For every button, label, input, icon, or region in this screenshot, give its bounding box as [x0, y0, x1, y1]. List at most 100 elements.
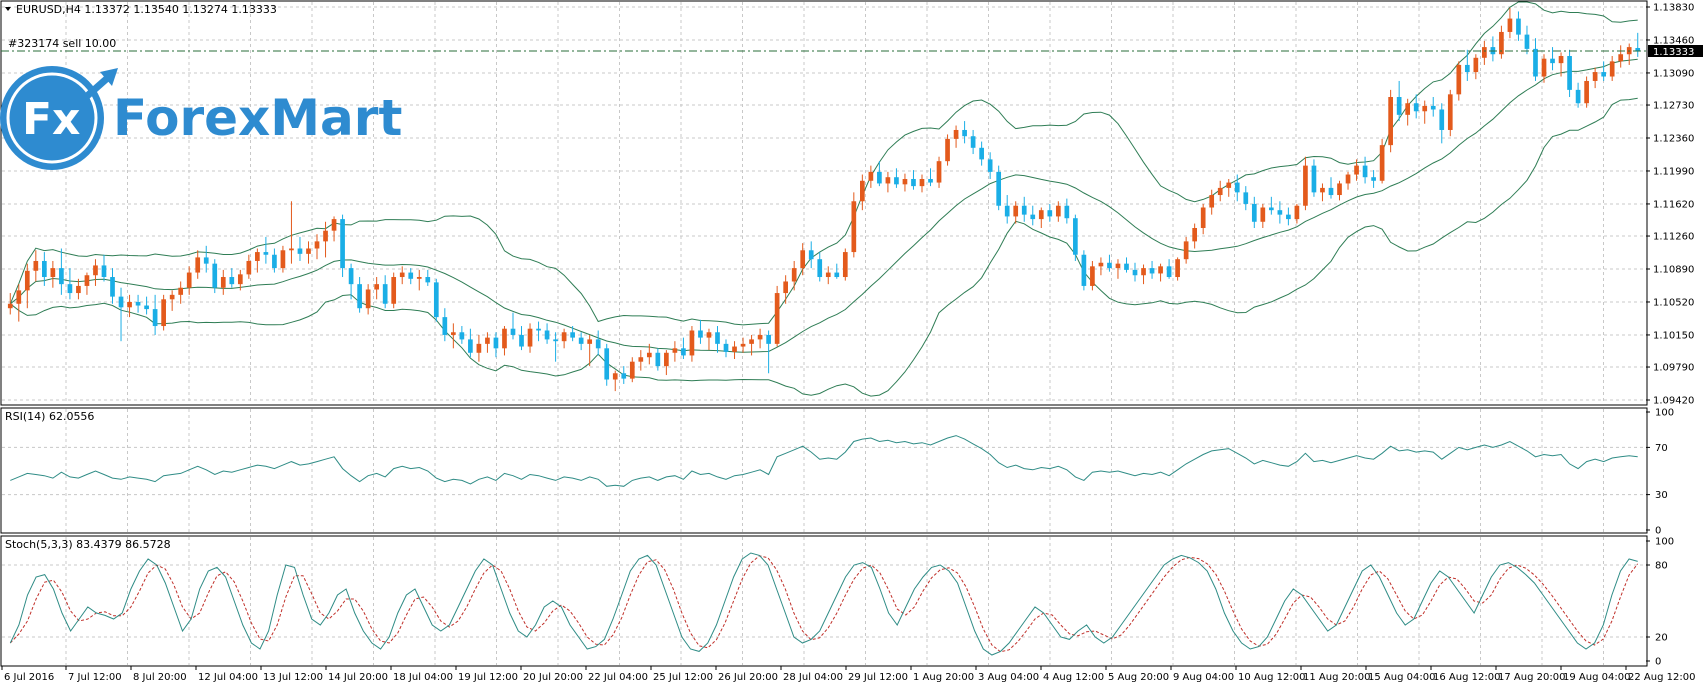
bull-candle-body: [1226, 182, 1232, 188]
candle: [263, 236, 269, 264]
bear-candle-body: [595, 339, 601, 349]
bear-candle-body: [808, 250, 814, 260]
stochastic-panel[interactable]: Stoch(5,3,3) 83.4379 86.5728 100 80 20 0: [0, 535, 1674, 668]
bear-candle-body: [425, 277, 431, 283]
candle: [1567, 49, 1572, 98]
candle: [382, 275, 388, 309]
price-tick-label: 1.13090: [1653, 68, 1694, 79]
candle: [1090, 260, 1095, 291]
price-tick-label: 1.11260: [1653, 232, 1694, 243]
candle: [1175, 257, 1180, 281]
bear-candle-body: [655, 352, 661, 367]
time-tick-label: 9 Aug 04:00: [1173, 672, 1234, 683]
bull-candle-body: [161, 299, 166, 327]
bear-candle-body: [433, 282, 439, 318]
bull-candle-body: [1294, 205, 1300, 220]
candle: [1047, 203, 1053, 222]
candle: [612, 370, 618, 392]
price-tick-label: 1.10890: [1653, 265, 1694, 276]
candle: [1200, 203, 1206, 235]
bear-candle-body: [987, 159, 993, 172]
bull-candle-body: [186, 272, 192, 288]
candle: [272, 248, 277, 273]
bear-candle-body: [1064, 205, 1070, 219]
bear-candle-body: [1635, 47, 1641, 52]
bear-candle-body: [1166, 266, 1172, 278]
candle: [544, 323, 550, 344]
candle: [1251, 196, 1257, 229]
price-grid: [2, 2, 1646, 404]
candle: [255, 248, 260, 273]
bear-candle-body: [894, 177, 899, 185]
bull-candle-body: [1183, 241, 1189, 260]
candle: [7, 293, 13, 315]
candle: [1064, 198, 1070, 224]
time-axis: 6 Jul 2016 7 Jul 12:00 8 Jul 20:00 12 Jul 0…: [1, 665, 1695, 683]
candle: [715, 326, 720, 353]
candle: [894, 168, 899, 188]
candle: [1507, 7, 1513, 39]
bear-candle-body: [766, 334, 771, 344]
order-label: #323174 sell 10.00: [8, 37, 116, 50]
price-tick-label: 1.12360: [1653, 134, 1694, 145]
candle: [578, 332, 584, 351]
bear-candle-body: [519, 334, 524, 347]
candle: [485, 332, 490, 353]
bear-candle-body: [604, 348, 610, 380]
candle: [1098, 257, 1104, 276]
candle: [195, 250, 201, 279]
candle: [1141, 264, 1146, 285]
bear-candle-body: [1567, 56, 1572, 90]
chart-menu-arrow-icon[interactable]: [5, 7, 11, 11]
bull-candle-body: [902, 178, 908, 185]
candle: [842, 248, 848, 281]
current-price: 1.13333: [1653, 47, 1694, 58]
candle: [1115, 259, 1121, 279]
bear-candle-body: [1371, 177, 1376, 181]
bull-candle-body: [178, 287, 184, 295]
logo-mark: Fx: [22, 94, 80, 145]
candle: [314, 234, 320, 260]
candle: [1354, 159, 1359, 181]
candle: [1499, 25, 1504, 59]
rsi-panel[interactable]: RSI(14) 62.0556 100 70 30 0: [0, 407, 1674, 537]
bear-candle-body: [928, 178, 933, 183]
candle: [1533, 38, 1538, 81]
bull-candle-body: [689, 330, 695, 356]
bear-candle-body: [42, 260, 47, 278]
price-panel[interactable]: #323174 sell 10.00 EURUSD,H4 1.13372 1.1…: [0, 0, 1703, 407]
candle: [1464, 49, 1470, 81]
bollinger-upper-line: [9, 1, 1638, 326]
candle: [280, 245, 286, 273]
bear-candle-body: [203, 257, 209, 264]
bull-candle-body: [1507, 18, 1513, 32]
candle: [911, 170, 916, 190]
candle: [161, 294, 166, 331]
candle: [1030, 205, 1036, 226]
rsi-tick-label: 0: [1655, 526, 1661, 537]
time-tick-label: 6 Jul 2016: [4, 672, 54, 683]
candle: [84, 272, 90, 295]
candle: [851, 192, 857, 258]
candle: [749, 334, 754, 356]
time-tick-label: 22 Aug 12:00: [1628, 672, 1695, 683]
stochastic-main-line: [9, 552, 1638, 656]
bear-candle-body: [553, 339, 558, 342]
bull-candle-body: [800, 250, 806, 269]
bull-candle-body: [1447, 94, 1453, 130]
candle: [536, 321, 541, 342]
time-tick-label: 22 Jul 04:00: [588, 672, 648, 683]
candle: [1473, 54, 1479, 80]
candle: [783, 275, 788, 304]
candle: [860, 174, 865, 211]
rsi-tick-label: 70: [1655, 443, 1668, 454]
bull-candle-body: [732, 346, 737, 352]
bull-candle-body: [1098, 262, 1104, 267]
candle: [1345, 171, 1351, 190]
candle: [127, 294, 132, 318]
bull-candle-body: [1115, 263, 1121, 269]
bull-candle-body: [885, 177, 891, 184]
bear-candle-body: [1601, 72, 1606, 77]
candle: [1405, 98, 1411, 126]
